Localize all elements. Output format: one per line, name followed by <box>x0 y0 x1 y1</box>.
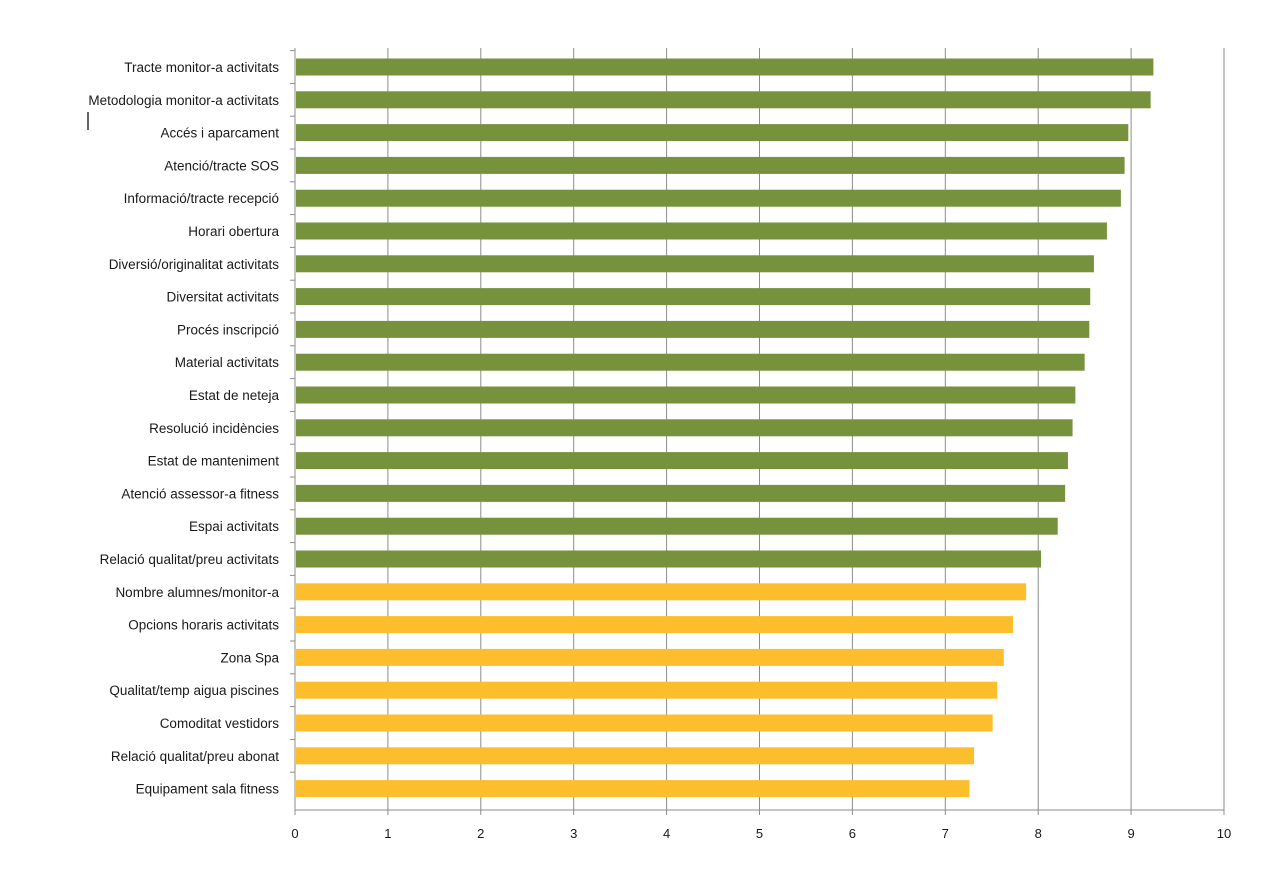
category-label: Atenció/tracte SOS <box>164 158 279 173</box>
x-tick-label: 4 <box>663 826 670 841</box>
category-label: Horari obertura <box>188 224 279 239</box>
category-label: Relació qualitat/preu activitats <box>100 552 280 567</box>
category-label: Material activitats <box>175 355 280 370</box>
x-tick-label: 7 <box>942 826 949 841</box>
category-label: Accés i aparcament <box>160 126 279 141</box>
x-tick-label: 9 <box>1127 826 1134 841</box>
bar <box>296 189 1121 207</box>
category-label: Diversió/originalitat activitats <box>109 257 280 272</box>
bar <box>296 386 1076 404</box>
category-label: Informació/tracte recepció <box>124 191 279 206</box>
x-tick-label: 0 <box>291 826 298 841</box>
bar <box>296 780 970 798</box>
bar <box>296 747 975 765</box>
bar <box>296 288 1091 306</box>
category-label: Procés inscripció <box>177 322 279 337</box>
category-label: Metodologia monitor-a activitats <box>88 93 279 108</box>
category-label: Atenció assessor-a fitness <box>121 486 279 501</box>
bar <box>296 484 1066 502</box>
bar <box>296 222 1107 240</box>
category-label: Estat de neteja <box>189 388 280 403</box>
bar <box>296 714 993 732</box>
x-tick-label: 5 <box>756 826 763 841</box>
category-label: Zona Spa <box>220 650 279 665</box>
bar <box>296 681 998 699</box>
category-label: Diversitat activitats <box>166 290 279 305</box>
category-label: Relació qualitat/preu abonat <box>111 749 279 764</box>
bar <box>296 648 1004 666</box>
bar <box>296 452 1068 470</box>
category-labels: Tracte monitor-a activitats Metodologia m… <box>88 60 279 797</box>
category-label: Opcions horaris activitats <box>128 618 279 633</box>
category-label: Espai activitats <box>189 519 279 534</box>
category-label: Equipament sala fitness <box>136 782 280 797</box>
bar <box>296 616 1014 634</box>
bar <box>296 550 1041 568</box>
bar <box>296 517 1058 535</box>
bar <box>296 91 1151 109</box>
bar <box>296 320 1090 338</box>
x-tick-label: 10 <box>1217 826 1231 841</box>
category-label: Nombre alumnes/monitor-a <box>115 585 279 600</box>
category-label: Resolució incidències <box>149 421 279 436</box>
x-tick-label: 3 <box>570 826 577 841</box>
category-label: Estat de manteniment <box>148 454 280 469</box>
bar <box>296 58 1154 76</box>
category-label: Comoditat vestidors <box>160 716 280 731</box>
bar <box>296 255 1094 273</box>
x-tick-label: 2 <box>477 826 484 841</box>
x-tick-label: 6 <box>849 826 856 841</box>
bar <box>296 124 1129 142</box>
category-label: Tracte monitor-a activitats <box>124 60 279 75</box>
x-tick-labels: 0 1 2 3 4 5 6 7 8 9 10 <box>291 826 1231 841</box>
bar <box>296 419 1073 437</box>
category-label: Qualitat/temp aigua piscines <box>109 683 279 698</box>
x-tick-label: 8 <box>1035 826 1042 841</box>
bar <box>296 583 1027 601</box>
bars-layer <box>296 58 1154 798</box>
bar <box>296 156 1125 174</box>
x-tick-label: 1 <box>384 826 391 841</box>
bar <box>296 353 1085 371</box>
